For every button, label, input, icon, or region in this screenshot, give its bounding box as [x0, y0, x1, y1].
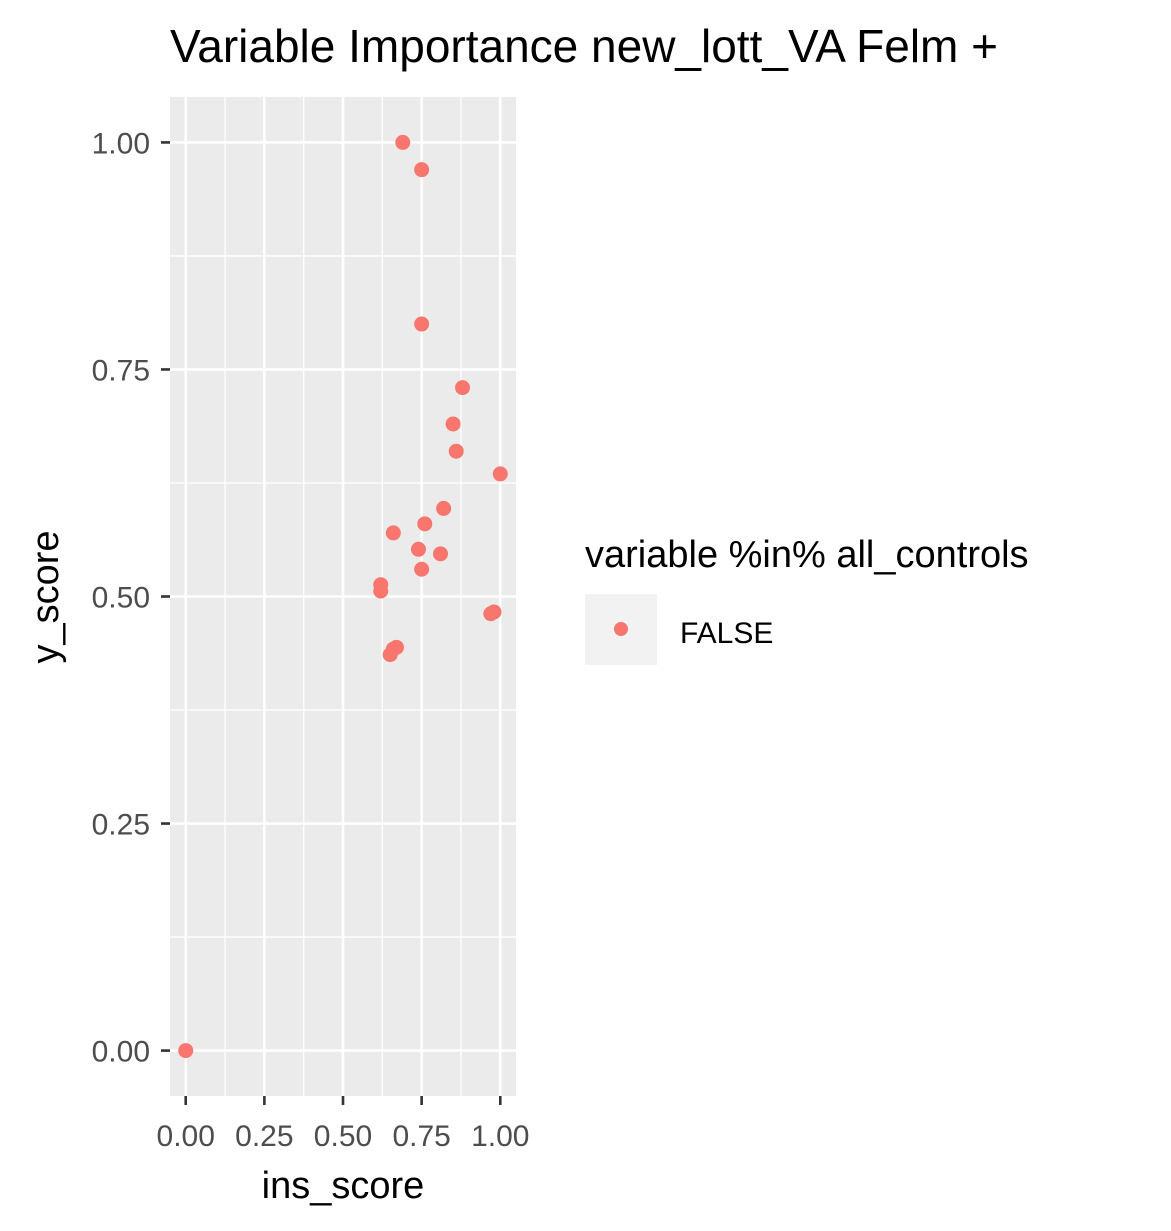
y-tick-label: 0.25 — [92, 809, 150, 842]
data-point — [492, 466, 508, 482]
x-axis-title: ins_score — [262, 1165, 425, 1207]
legend-title: variable %in% all_controls — [585, 534, 1029, 576]
data-point — [414, 316, 430, 332]
data-point — [385, 525, 401, 541]
y-axis: 0.00 0.25 0.50 0.75 1.00 — [92, 127, 170, 1069]
data-point — [373, 583, 389, 599]
data-point — [410, 541, 426, 557]
data-point — [436, 500, 452, 516]
legend-entry-label: FALSE — [680, 617, 773, 650]
legend-key-dot — [614, 622, 628, 636]
x-tick-label: 0.00 — [157, 1120, 215, 1153]
data-point — [445, 416, 461, 432]
legend: variable %in% all_controls FALSE — [585, 534, 1029, 665]
data-point — [448, 443, 464, 459]
data-point — [178, 1043, 194, 1059]
y-tick-label: 0.50 — [92, 582, 150, 615]
data-point — [417, 516, 433, 532]
x-tick-label: 0.25 — [235, 1120, 293, 1153]
x-axis: 0.00 0.25 0.50 0.75 1.00 — [157, 1096, 529, 1153]
data-point — [483, 606, 499, 622]
data-point — [395, 134, 411, 150]
y-tick-label: 0.75 — [92, 354, 150, 387]
x-tick-label: 0.75 — [392, 1120, 450, 1153]
x-tick-label: 1.00 — [471, 1120, 529, 1153]
x-tick-label: 0.50 — [314, 1120, 372, 1153]
data-point — [414, 162, 430, 178]
y-axis-title: y_score — [25, 530, 67, 663]
data-point — [414, 561, 430, 577]
data-points — [178, 134, 508, 1059]
data-point — [382, 647, 398, 663]
chart-title: Variable Importance new_lott_VA Felm + — [170, 20, 998, 72]
y-tick-label: 1.00 — [92, 127, 150, 160]
data-point — [433, 546, 449, 562]
y-tick-label: 0.00 — [92, 1036, 150, 1069]
data-point — [455, 380, 471, 396]
